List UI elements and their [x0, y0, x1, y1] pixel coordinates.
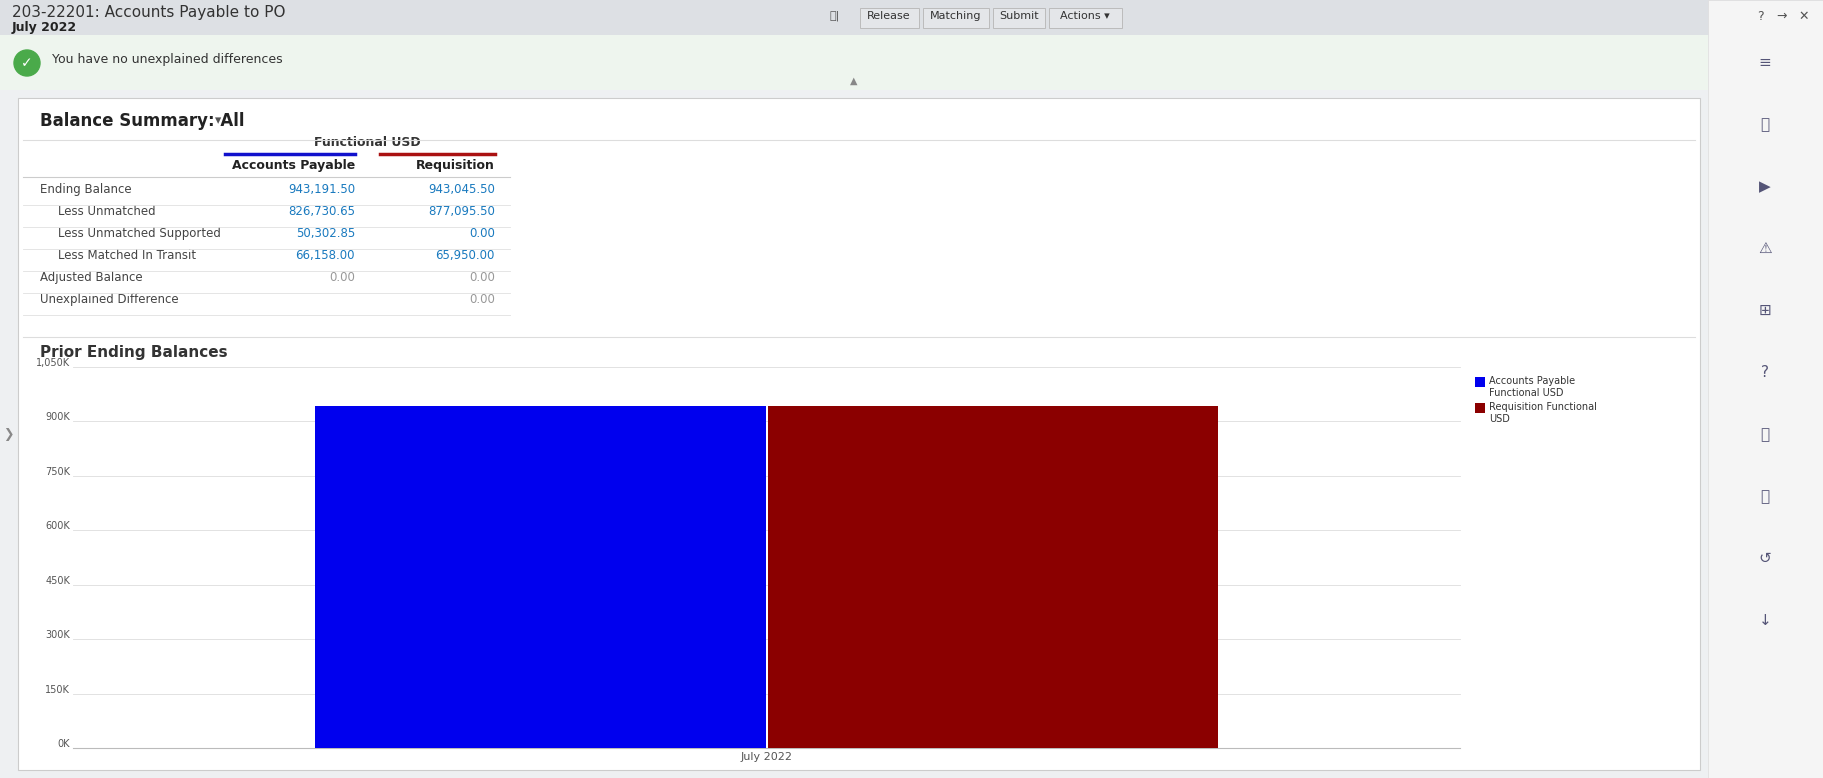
Text: ▲: ▲	[850, 76, 859, 86]
Bar	[1048, 8, 1121, 28]
Text: Unexplained Difference: Unexplained Difference	[40, 293, 179, 306]
Bar	[1708, 0, 1823, 778]
Text: Less Unmatched Supported: Less Unmatched Supported	[58, 227, 221, 240]
Text: ▾: ▾	[215, 114, 221, 127]
Text: Less Matched In Transit: Less Matched In Transit	[58, 249, 197, 262]
Text: 0.00: 0.00	[469, 271, 496, 284]
Text: 💬: 💬	[1761, 489, 1770, 504]
Text: Less Unmatched: Less Unmatched	[58, 205, 155, 218]
Text: July 2022: July 2022	[740, 752, 793, 762]
Text: ❯: ❯	[4, 427, 13, 440]
Text: 750K: 750K	[46, 467, 69, 477]
Bar	[0, 35, 1708, 90]
Bar	[860, 8, 919, 28]
Text: 300K: 300K	[46, 630, 69, 640]
Text: 900K: 900K	[46, 412, 69, 422]
Text: 0.00: 0.00	[469, 227, 496, 240]
Text: ⚠: ⚠	[1757, 241, 1772, 256]
Text: 877,095.50: 877,095.50	[428, 205, 496, 218]
Text: 66,158.00: 66,158.00	[295, 249, 355, 262]
Text: Adjusted Balance: Adjusted Balance	[40, 271, 142, 284]
Text: Accounts Payable: Accounts Payable	[232, 159, 355, 172]
Bar	[1475, 403, 1486, 413]
Text: Requisition Functional
USD: Requisition Functional USD	[1489, 402, 1597, 425]
Circle shape	[15, 50, 40, 76]
Text: ≡: ≡	[1759, 55, 1772, 70]
Text: ⊞: ⊞	[1759, 303, 1772, 318]
Text: 🧑|: 🧑|	[829, 10, 840, 20]
Text: Ending Balance: Ending Balance	[40, 183, 131, 196]
Text: Prior Ending Balances: Prior Ending Balances	[40, 345, 228, 360]
Text: 0.00: 0.00	[330, 271, 355, 284]
Text: ↺: ↺	[1759, 551, 1772, 566]
Text: 📋: 📋	[1761, 117, 1770, 132]
Text: Functional USD: Functional USD	[314, 136, 421, 149]
Text: Matching: Matching	[930, 11, 983, 21]
Bar	[18, 98, 1701, 770]
Text: 0.00: 0.00	[469, 293, 496, 306]
Text: 65,950.00: 65,950.00	[436, 249, 496, 262]
Text: 943,045.50: 943,045.50	[428, 183, 496, 196]
Bar	[315, 406, 766, 748]
Text: ?: ?	[1757, 10, 1763, 23]
Text: 943,191.50: 943,191.50	[288, 183, 355, 196]
Text: July 2022: July 2022	[13, 21, 77, 34]
Bar	[0, 0, 1823, 35]
Text: 150K: 150K	[46, 685, 69, 695]
Text: 📎: 📎	[1761, 427, 1770, 442]
Text: You have no unexplained differences: You have no unexplained differences	[53, 53, 283, 66]
Text: ▶: ▶	[1759, 179, 1770, 194]
Text: 450K: 450K	[46, 576, 69, 586]
Text: 50,302.85: 50,302.85	[295, 227, 355, 240]
Bar	[767, 406, 1218, 748]
Text: →: →	[1777, 10, 1787, 23]
Text: ✓: ✓	[22, 56, 33, 70]
Text: Accounts Payable
Functional USD: Accounts Payable Functional USD	[1489, 376, 1575, 398]
Text: 1,050K: 1,050K	[36, 358, 69, 368]
Text: Release: Release	[868, 11, 912, 21]
Text: Actions ▾: Actions ▾	[1061, 11, 1110, 21]
Text: Requisition: Requisition	[416, 159, 496, 172]
Text: 203-22201: Accounts Payable to PO: 203-22201: Accounts Payable to PO	[13, 5, 286, 20]
Text: 0K: 0K	[58, 739, 69, 749]
Text: ✕: ✕	[1799, 10, 1808, 23]
Text: ↓: ↓	[1759, 613, 1772, 628]
Text: 600K: 600K	[46, 521, 69, 531]
Text: ?: ?	[1761, 365, 1768, 380]
Bar	[994, 8, 1045, 28]
Bar	[922, 8, 990, 28]
Text: Submit: Submit	[999, 11, 1039, 21]
Text: 826,730.65: 826,730.65	[288, 205, 355, 218]
Text: Balance Summary: All: Balance Summary: All	[40, 112, 244, 130]
Bar	[1475, 377, 1486, 387]
